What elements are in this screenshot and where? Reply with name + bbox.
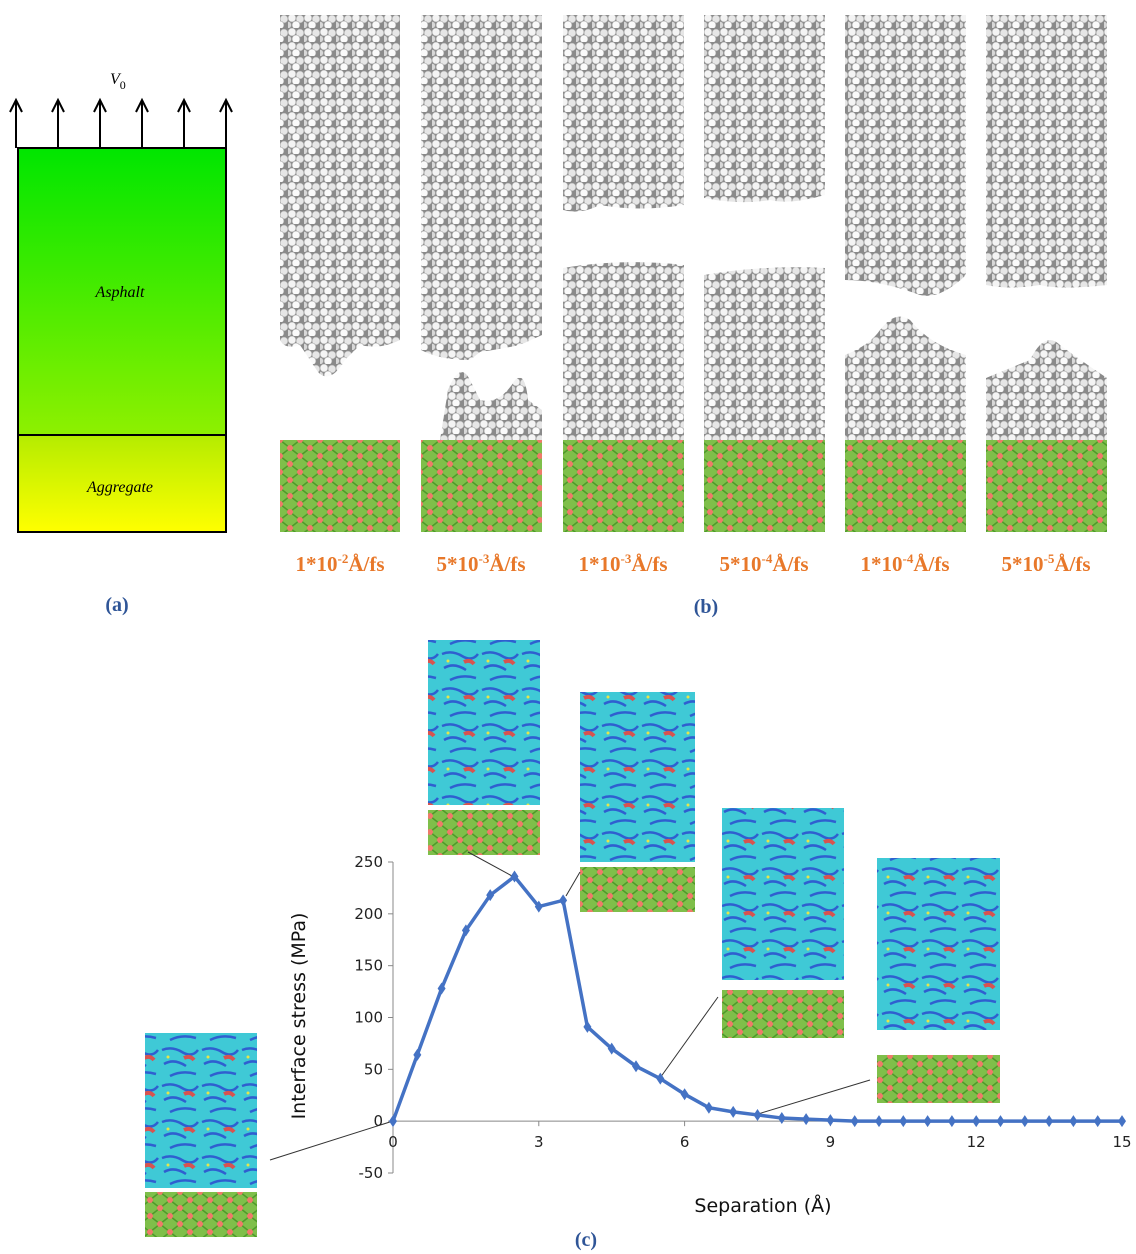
asphalt-label: Asphalt <box>95 284 145 301</box>
y-tick-label: 150 <box>354 957 383 975</box>
point-marker <box>1118 1115 1126 1127</box>
rate-label: 5*10-4Å/fs <box>719 551 808 576</box>
rate-mantissa: 1*10 <box>578 552 620 576</box>
point-marker <box>778 1112 786 1124</box>
point-marker <box>851 1115 859 1127</box>
rate-mantissa: 1*10 <box>860 552 902 576</box>
snapshot-insets <box>145 640 1000 1237</box>
velocity-arrows <box>10 100 232 148</box>
rate-label: 1*10-2Å/fs <box>295 551 384 576</box>
x-tick-label: 12 <box>967 1133 986 1151</box>
point-marker <box>972 1115 980 1127</box>
point-marker <box>1045 1115 1053 1127</box>
rate-mantissa: 1*10 <box>295 552 337 576</box>
x-tick-label: 0 <box>388 1133 398 1151</box>
aggregate-slabs <box>280 440 1107 532</box>
x-tick-label: 15 <box>1112 1133 1131 1151</box>
rate-exponent: -3 <box>620 551 631 566</box>
x-axis-label: Separation (Å) <box>694 1194 831 1217</box>
caption-b: (b) <box>694 596 718 618</box>
point-marker <box>754 1109 762 1121</box>
aggregate-label: Aggregate <box>86 479 153 496</box>
rate-label: 5*10-5Å/fs <box>1001 551 1090 576</box>
figure: V0 Asphalt Aggregate (a) (b) 1*10-2Å/fs5… <box>0 0 1136 1254</box>
point-marker <box>681 1088 689 1100</box>
x-tick-label: 9 <box>826 1133 836 1151</box>
rate-mantissa: 5*10 <box>436 552 478 576</box>
point-marker <box>1069 1115 1077 1127</box>
rate-unit: Å/fs <box>631 552 667 576</box>
y-tick-label: 250 <box>354 853 383 871</box>
point-marker <box>997 1115 1005 1127</box>
point-marker <box>1094 1115 1102 1127</box>
point-marker <box>875 1115 883 1127</box>
rate-unit: Å/fs <box>1054 552 1090 576</box>
rate-exponent: -2 <box>337 551 348 566</box>
rate-unit: Å/fs <box>489 552 525 576</box>
y-tick-label: 50 <box>364 1060 383 1078</box>
point-marker <box>1021 1115 1029 1127</box>
y-tick-label: 200 <box>354 905 383 923</box>
rate-unit: Å/fs <box>772 552 808 576</box>
point-marker <box>729 1106 737 1118</box>
rate-label: 1*10-3Å/fs <box>578 551 667 576</box>
point-marker <box>632 1060 640 1072</box>
rate-unit: Å/fs <box>348 552 384 576</box>
x-tick-label: 3 <box>534 1133 544 1151</box>
point-marker <box>802 1113 810 1125</box>
caption-c: (c) <box>575 1229 597 1251</box>
rate-mantissa: 5*10 <box>1001 552 1043 576</box>
rate-exponent: -4 <box>761 551 772 566</box>
y-tick-label: 100 <box>354 1009 383 1027</box>
rate-exponent: -4 <box>902 551 913 566</box>
velocity-label: V0 <box>110 71 126 92</box>
velocity-subscript: 0 <box>120 78 126 92</box>
asphalt-snapshots <box>280 15 1107 440</box>
panel-a: V0 Asphalt Aggregate (a) <box>10 71 232 616</box>
rate-exponent: -5 <box>1043 551 1054 566</box>
point-marker <box>705 1102 713 1114</box>
point-marker <box>899 1115 907 1127</box>
caption-a: (a) <box>105 594 128 616</box>
point-marker <box>826 1114 834 1126</box>
x-tick-label: 6 <box>680 1133 690 1151</box>
rate-label: 1*10-4Å/fs <box>860 551 949 576</box>
y-axis-label: Interface stress (MPa) <box>288 913 310 1120</box>
rate-unit: Å/fs <box>913 552 949 576</box>
rate-label: 5*10-3Å/fs <box>436 551 525 576</box>
point-marker <box>948 1115 956 1127</box>
rate-exponent: -3 <box>478 551 489 566</box>
point-marker <box>924 1115 932 1127</box>
point-marker <box>559 894 567 906</box>
y-tick-label: 0 <box>373 1112 383 1130</box>
rate-mantissa: 5*10 <box>719 552 761 576</box>
y-tick-label: -50 <box>359 1164 384 1182</box>
